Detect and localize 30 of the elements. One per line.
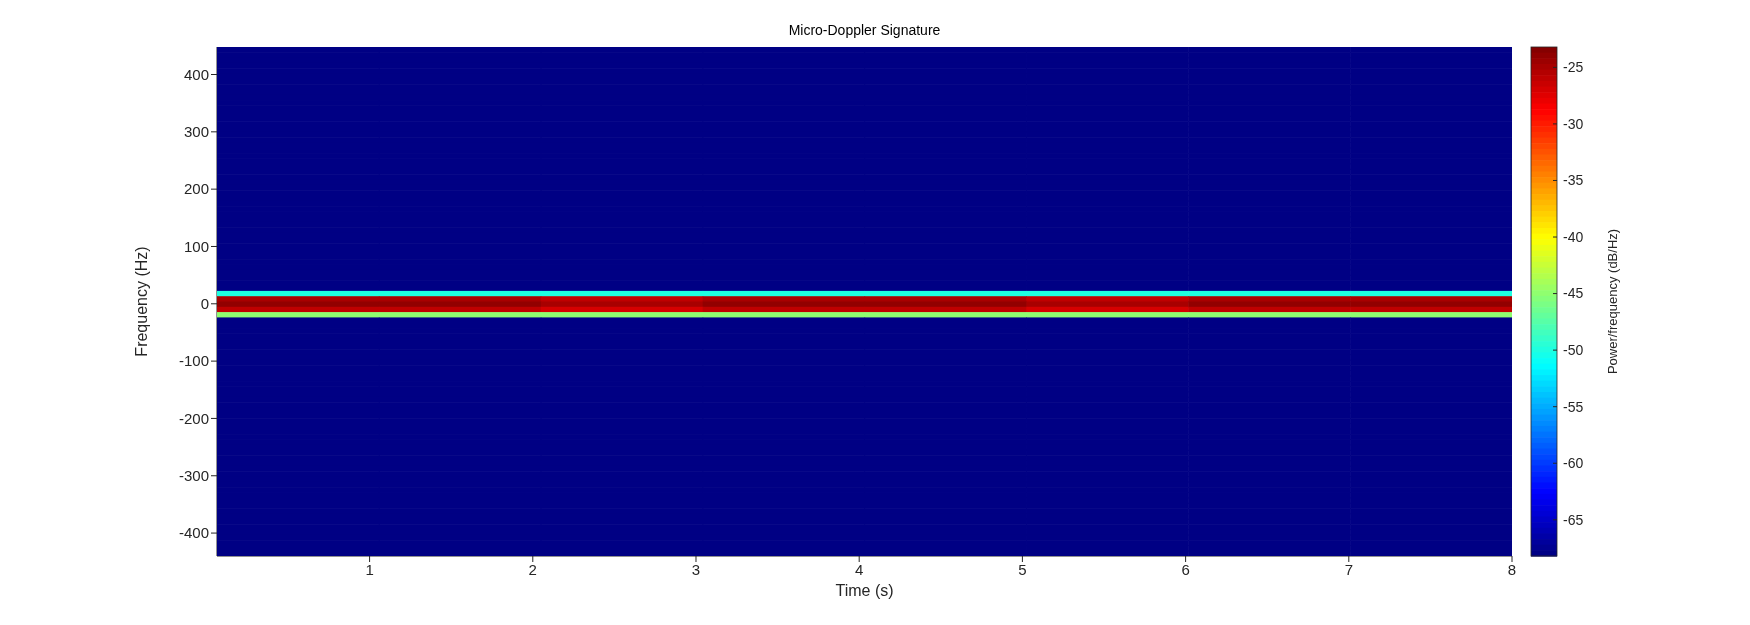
- color-bar-label: -60: [1563, 455, 1584, 472]
- x-tick-label: 2: [528, 560, 537, 578]
- y-tick-label: -300: [178, 467, 209, 485]
- y-tick-label: 400: [183, 65, 209, 83]
- y-axis-title: Frequency (Hz): [132, 246, 150, 357]
- y-tick-label: -200: [178, 409, 209, 427]
- color-bar-label: -40: [1563, 228, 1584, 245]
- y-tick-label: -400: [178, 524, 209, 542]
- x-tick-label: 4: [855, 560, 864, 578]
- x-tick-label: 8: [1507, 560, 1517, 578]
- x-tick-label: 5: [1018, 560, 1027, 578]
- y-tick-label: -100: [178, 352, 209, 370]
- color-bar-label: -35: [1563, 172, 1584, 189]
- chart-title: Micro-Doppler Signature: [787, 22, 942, 38]
- x-tick-label: 7: [1344, 560, 1353, 578]
- color-bar-label: -30: [1563, 115, 1584, 132]
- color-bar-label: -45: [1563, 285, 1584, 302]
- y-tick-label: 200: [183, 180, 209, 198]
- y-tick-label: 0: [200, 295, 209, 313]
- color-bar-label: -55: [1563, 398, 1584, 415]
- x-tick-label: 3: [691, 560, 701, 578]
- color-bar-title: Power/frequency (dB/Hz): [1605, 228, 1620, 375]
- color-bar-label: -65: [1563, 511, 1584, 528]
- y-tick-label: 300: [183, 123, 209, 141]
- x-axis-title: Time (s): [835, 582, 894, 599]
- x-tick-label: 6: [1181, 560, 1190, 578]
- color-bar-label: -50: [1563, 342, 1584, 359]
- color-bar-label: -25: [1563, 59, 1584, 76]
- y-tick-label: 100: [183, 237, 209, 255]
- x-tick-label: 1: [365, 560, 374, 578]
